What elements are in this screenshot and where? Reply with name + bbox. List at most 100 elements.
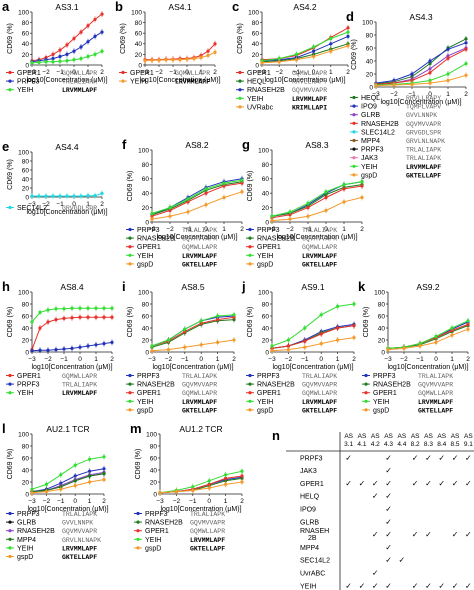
data-point bbox=[336, 304, 340, 308]
x-tick-label: −3 bbox=[384, 356, 392, 363]
y-tick-label: 40 bbox=[150, 467, 158, 474]
table-check-mark: ✓ bbox=[452, 479, 459, 488]
series-line-gper1 bbox=[387, 323, 469, 349]
x-tick-label: 1 bbox=[86, 69, 90, 76]
y-tick-label: 0 bbox=[138, 62, 142, 69]
legend-name: GPER1 bbox=[257, 244, 281, 251]
y-tick-label: 100 bbox=[138, 289, 149, 296]
y-tick-label: 60 bbox=[22, 313, 30, 320]
data-point bbox=[374, 84, 378, 88]
panel-letter: n bbox=[272, 428, 280, 443]
data-point bbox=[62, 316, 66, 320]
legend-marker bbox=[364, 373, 368, 378]
legend-sequence: GKTELLAPF bbox=[182, 407, 217, 414]
legend-name: GPER1 bbox=[137, 390, 161, 397]
legend-name: HEQL bbox=[247, 79, 266, 86]
x-tick-label: −3 bbox=[268, 356, 276, 363]
panel-letter: j bbox=[241, 279, 246, 294]
data-point bbox=[277, 57, 281, 61]
data-point bbox=[319, 332, 323, 336]
data-point bbox=[72, 58, 76, 62]
y-tick-label: 0 bbox=[265, 349, 269, 356]
table-check-mark: ✓ bbox=[412, 530, 419, 539]
y-axis-label: CD69 (%) bbox=[127, 171, 134, 202]
x-tick-label: 0 bbox=[78, 356, 82, 363]
table-check-mark: ✓ bbox=[372, 530, 379, 539]
x-tick-label: 1 bbox=[199, 69, 203, 76]
data-point bbox=[428, 59, 432, 63]
legend-sequence: LRVMMLAPF bbox=[302, 253, 337, 260]
legend-sequence: KRIMLLAPI bbox=[292, 104, 327, 111]
y-tick-label: 0 bbox=[369, 84, 373, 91]
y-tick-label: 80 bbox=[262, 301, 270, 308]
y-tick-label: 100 bbox=[258, 147, 269, 154]
x-axis-label: log10[Concentration (μM)] bbox=[276, 234, 357, 241]
legend-sequence: GQMWLLAPR bbox=[292, 70, 327, 77]
x-tick-label: −1 bbox=[184, 226, 192, 233]
data-point bbox=[54, 318, 58, 322]
data-point bbox=[102, 455, 106, 459]
legend-marker bbox=[248, 399, 252, 403]
y-tick-label: 40 bbox=[142, 325, 150, 332]
data-point bbox=[44, 482, 49, 486]
legend-sequence: TRLALIAPK bbox=[406, 155, 441, 162]
data-point bbox=[206, 49, 210, 53]
panel-f: f AS8.2 0 20 40 60 80 100 −3 −2 −1 0 1 2 CD69 (%) log10… bbox=[122, 137, 244, 268]
legend-name: HEQL bbox=[361, 95, 380, 102]
panel-letter: h bbox=[2, 279, 10, 294]
legend-sequence: GQMWLLAPR bbox=[182, 244, 217, 251]
x-tick-label: 1 bbox=[222, 226, 226, 233]
data-point bbox=[232, 313, 236, 317]
data-point bbox=[88, 457, 92, 461]
series-line-gper1 bbox=[271, 185, 363, 219]
legend-marker bbox=[128, 408, 132, 412]
legend-sequence: LRVMMLAPF bbox=[418, 399, 453, 406]
data-point bbox=[450, 326, 454, 330]
y-tick-label: 20 bbox=[252, 52, 260, 59]
data-point bbox=[51, 57, 55, 61]
y-tick-label: 80 bbox=[262, 162, 270, 169]
data-point bbox=[143, 59, 147, 63]
legend-sequence: TRLALIAPK bbox=[190, 511, 225, 518]
x-axis-label: log10[Concentration (μM)] bbox=[27, 506, 108, 513]
legend-sequence: GRVLNLNAPK bbox=[62, 537, 101, 544]
y-tick-label: 100 bbox=[18, 9, 29, 16]
data-point bbox=[88, 474, 92, 478]
x-tick-label: −1 bbox=[169, 69, 177, 76]
y-axis-label: CD69 (%) bbox=[247, 307, 254, 338]
legend-sequence: LRVMMLAPF bbox=[302, 399, 337, 406]
legend-name: YEIH bbox=[17, 545, 33, 552]
x-tick-label: −1 bbox=[60, 356, 68, 363]
y-tick-label: 20 bbox=[142, 337, 150, 344]
data-point bbox=[30, 349, 34, 353]
legend-name: gspD bbox=[137, 407, 153, 414]
legend-marker bbox=[8, 391, 12, 395]
data-point bbox=[199, 343, 203, 347]
table-check-mark: ✓ bbox=[398, 556, 405, 565]
x-tick-label: −1 bbox=[408, 91, 416, 98]
data-point bbox=[100, 30, 104, 34]
y-tick-label: 100 bbox=[146, 431, 157, 438]
x-axis-label: log10[Concentration (μM)] bbox=[26, 209, 107, 216]
data-point bbox=[240, 190, 244, 194]
y-tick-label: 20 bbox=[22, 52, 30, 59]
data-point bbox=[204, 203, 208, 207]
y-axis-label: CD69 (%) bbox=[363, 307, 370, 338]
data-point bbox=[240, 178, 244, 182]
series-line-gspd bbox=[387, 328, 469, 351]
data-point bbox=[110, 315, 114, 319]
table-check-mark: ✓ bbox=[385, 581, 392, 590]
data-point bbox=[70, 346, 74, 350]
data-point bbox=[78, 315, 82, 319]
data-point bbox=[86, 54, 90, 59]
legend-marker bbox=[248, 253, 252, 257]
x-tick-label: 0 bbox=[73, 498, 77, 505]
y-tick-label: 0 bbox=[255, 62, 259, 69]
data-point bbox=[59, 473, 63, 477]
legend-marker bbox=[352, 147, 356, 151]
data-point bbox=[62, 307, 66, 311]
legend-name: gspD bbox=[361, 172, 377, 179]
legend-name: GLRB bbox=[361, 112, 380, 119]
legend-name: gspD bbox=[17, 554, 33, 561]
legend-sequence: LRVMMLAPF bbox=[406, 164, 441, 171]
